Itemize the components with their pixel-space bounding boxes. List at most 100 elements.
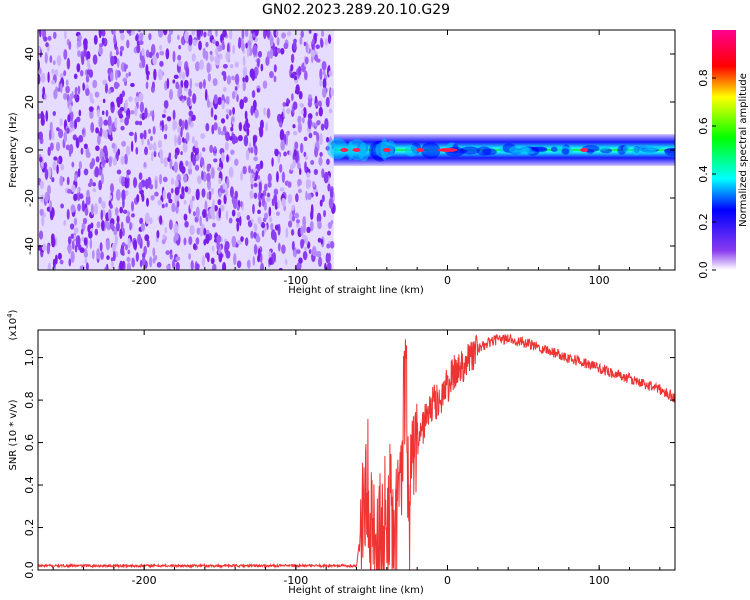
noise-blob <box>138 182 143 191</box>
noise-blob <box>225 95 230 105</box>
noise-blob <box>269 35 274 47</box>
noise-blob <box>77 168 81 178</box>
noise-blob <box>318 133 323 145</box>
noise-blob <box>201 188 206 198</box>
noise-blob <box>67 188 72 194</box>
noise-blob <box>323 209 326 218</box>
noise-blob <box>317 220 322 230</box>
noise-blob <box>218 207 222 219</box>
noise-blob <box>238 37 242 49</box>
noise-blob <box>149 110 153 117</box>
noise-blob <box>87 58 90 69</box>
noise-blob <box>299 36 303 45</box>
noise-blob <box>148 128 152 134</box>
noise-blob <box>188 116 192 126</box>
noise-blob <box>120 155 125 165</box>
noise-blob <box>206 98 210 108</box>
noise-blob <box>177 136 182 146</box>
noise-blob <box>70 250 75 263</box>
noise-blob <box>210 167 215 179</box>
noise-blob <box>298 257 303 264</box>
noise-blob <box>149 217 153 225</box>
noise-blob <box>287 193 293 204</box>
noise-blob <box>236 221 240 232</box>
noise-blob <box>161 238 166 245</box>
noise-blob <box>63 219 67 226</box>
noise-blob <box>43 36 48 42</box>
noise-blob <box>71 184 76 193</box>
noise-blob <box>122 209 128 214</box>
noise-blob <box>318 156 323 166</box>
noise-blob <box>73 217 78 226</box>
noise-blob <box>126 30 132 34</box>
noise-blob <box>151 151 154 162</box>
noise-blob <box>243 134 249 147</box>
noise-blob <box>109 203 113 209</box>
noise-blob <box>252 203 255 215</box>
noise-blob <box>234 190 239 200</box>
noise-blob <box>310 49 316 58</box>
noise-blob <box>291 93 294 102</box>
noise-blob <box>253 182 258 188</box>
noise-blob <box>329 241 335 249</box>
noise-blob <box>79 69 84 77</box>
noise-blob <box>201 170 204 180</box>
noise-blob <box>105 239 111 251</box>
band-fluctuation <box>476 146 492 156</box>
noise-blob <box>195 237 200 245</box>
noise-blob <box>159 50 165 56</box>
noise-blob <box>316 120 321 126</box>
noise-blob <box>290 64 294 72</box>
noise-blob <box>319 199 323 207</box>
noise-blob <box>108 125 112 136</box>
noise-blob <box>119 206 124 214</box>
noise-blob <box>73 227 79 234</box>
noise-blob <box>56 127 60 132</box>
noise-blob <box>99 125 103 138</box>
noise-blob <box>44 93 47 100</box>
noise-blob <box>175 261 180 270</box>
noise-blob <box>170 188 174 194</box>
noise-blob <box>165 48 170 60</box>
noise-blob <box>324 118 329 130</box>
noise-blob <box>163 99 169 109</box>
noise-blob <box>239 99 245 110</box>
noise-blob <box>126 256 131 263</box>
colorbar-tick-label: 0.8 <box>697 69 710 87</box>
noise-blob <box>111 260 114 269</box>
noise-blob <box>167 33 172 44</box>
noise-blob <box>126 39 130 49</box>
noise-blob <box>330 87 335 97</box>
noise-blob <box>92 188 97 193</box>
noise-blob <box>147 70 150 76</box>
noise-blob <box>143 129 147 140</box>
noise-blob <box>321 168 325 179</box>
colorbar-ticks: 0.0 0.2 0.4 0.6 0.8 <box>697 69 716 279</box>
noise-blob <box>263 30 267 40</box>
noise-blob <box>159 215 163 225</box>
noise-blob <box>240 170 243 181</box>
noise-blob <box>152 54 157 66</box>
noise-blob <box>245 42 248 49</box>
noise-blob <box>270 229 276 241</box>
noise-blob <box>125 145 131 156</box>
noise-blob <box>44 168 49 180</box>
snr-panel: -200 -100 0 100 0.0 0.2 0.4 0.6 0.8 1.0 Height o… <box>6 309 676 596</box>
noise-blob <box>152 141 157 153</box>
noise-blob <box>148 143 154 151</box>
noise-blob <box>257 247 261 259</box>
noise-blob <box>288 181 292 188</box>
noise-blob <box>200 30 204 37</box>
noise-blob <box>194 61 200 72</box>
noise-blob <box>188 236 193 246</box>
noise-blob <box>82 82 85 91</box>
noise-blob <box>316 212 322 224</box>
noise-blob <box>231 133 237 145</box>
noise-blob <box>162 189 166 200</box>
noise-blob <box>113 34 117 45</box>
noise-blob <box>226 42 230 54</box>
noise-blob <box>195 263 200 270</box>
noise-blob <box>266 196 271 202</box>
noise-blob <box>49 142 54 151</box>
noise-blob <box>173 74 179 80</box>
